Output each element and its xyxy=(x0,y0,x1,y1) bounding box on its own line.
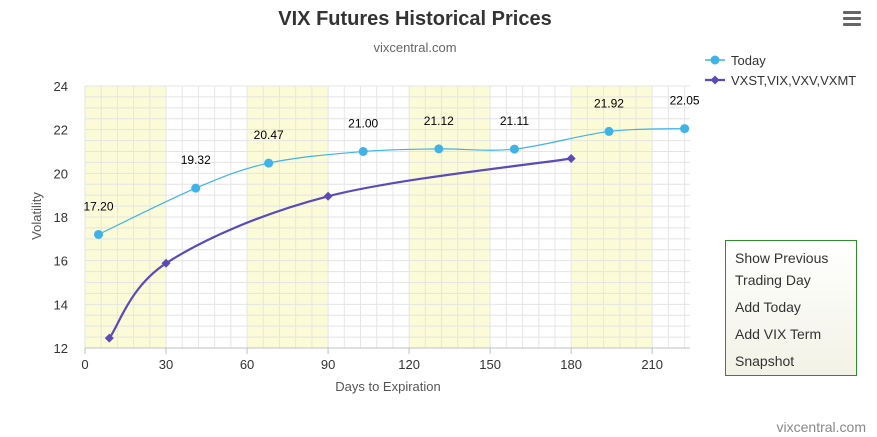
y-tick-label: 16 xyxy=(54,254,68,269)
data-point-diamond[interactable] xyxy=(161,258,171,268)
x-tick-label: 150 xyxy=(479,357,501,372)
x-tick-label: 30 xyxy=(159,357,173,372)
data-point-diamond[interactable] xyxy=(323,191,333,201)
data-point[interactable] xyxy=(264,158,274,168)
x-tick-label: 60 xyxy=(240,357,254,372)
legend-item-0[interactable]: Today xyxy=(705,53,766,68)
data-point[interactable] xyxy=(94,229,104,239)
menu-item-snapshot[interactable]: Snapshot xyxy=(735,353,795,369)
x-tick-label: 180 xyxy=(560,357,582,372)
data-label: 17.20 xyxy=(83,199,113,213)
x-tick-label: 120 xyxy=(398,357,420,372)
y-axis-label: Volatility xyxy=(29,192,44,240)
context-menu: Show Previous Trading Day Add Today Add … xyxy=(725,240,857,376)
legend-label: Today xyxy=(731,53,766,68)
series-line-1 xyxy=(108,157,572,339)
x-tick-label: 210 xyxy=(641,357,663,372)
data-label: 21.00 xyxy=(348,117,378,131)
legend-label: VXST,VIX,VXV,VXMT xyxy=(731,73,856,88)
menu-item-add-today[interactable]: Add Today xyxy=(735,299,801,315)
hamburger-menu-icon[interactable] xyxy=(840,8,864,32)
data-label: 19.32 xyxy=(181,153,211,167)
data-label: 21.11 xyxy=(500,114,529,128)
menu-item-trading-day[interactable]: Trading Day xyxy=(735,272,811,288)
credits[interactable]: vixcentral.com xyxy=(777,419,866,435)
data-point[interactable] xyxy=(191,183,201,193)
y-tick-label: 24 xyxy=(54,79,68,94)
x-axis-label: Days to Expiration xyxy=(335,379,441,394)
legend-marker xyxy=(710,55,720,65)
data-point[interactable] xyxy=(604,126,614,136)
y-tick-label: 22 xyxy=(54,123,68,138)
data-point-diamond[interactable] xyxy=(566,153,576,163)
chart-title: VIX Futures Historical Prices xyxy=(278,8,551,30)
y-tick-label: 18 xyxy=(54,210,68,225)
menu-item-add-vix-term[interactable]: Add VIX Term xyxy=(735,326,822,342)
menu-item-show-previous[interactable]: Show Previous xyxy=(735,250,829,266)
data-point[interactable] xyxy=(680,124,690,134)
data-label: 20.47 xyxy=(254,128,284,142)
y-tick-label: 20 xyxy=(54,166,68,181)
y-tick-label: 12 xyxy=(54,341,68,356)
legend-marker xyxy=(710,75,720,85)
data-point[interactable] xyxy=(358,147,368,156)
x-tick-label: 0 xyxy=(81,357,88,372)
chart-subtitle: vixcentral.com xyxy=(373,40,456,55)
data-label: 21.92 xyxy=(594,96,624,110)
legend-item-1[interactable]: VXST,VIX,VXV,VXMT xyxy=(705,73,856,88)
data-point[interactable] xyxy=(434,144,444,154)
data-point[interactable] xyxy=(509,144,519,154)
data-label: 21.12 xyxy=(424,114,454,128)
x-tick-label: 90 xyxy=(321,357,335,372)
data-point-diamond[interactable] xyxy=(104,333,114,343)
y-tick-label: 14 xyxy=(54,297,68,312)
data-label: 22.05 xyxy=(670,94,700,108)
